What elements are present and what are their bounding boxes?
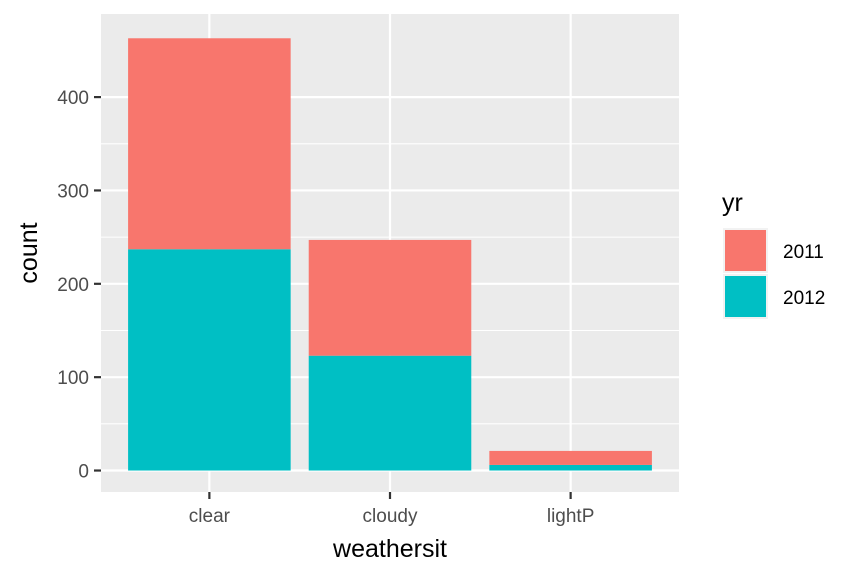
x-axis: clear cloudy lightP: [189, 492, 595, 527]
bar-lightP-2011: [489, 450, 652, 465]
legend-swatch-2011: [725, 230, 766, 271]
y-tick-label: 100: [57, 368, 89, 389]
bar-cloudy-2012: [308, 355, 472, 471]
x-tick-label: cloudy: [363, 506, 418, 527]
y-tick-label: 400: [57, 88, 89, 109]
y-tick-label: 300: [57, 181, 89, 202]
bars: [128, 38, 652, 471]
y-axis-title: count: [15, 222, 43, 283]
bar-clear-2012: [128, 249, 291, 471]
bar-cloudy-2011: [308, 239, 472, 356]
bar-clear-2011: [128, 38, 291, 250]
legend-title: yr: [722, 189, 743, 217]
x-tick-label: clear: [189, 506, 231, 527]
x-tick-label: lightP: [547, 506, 595, 527]
y-axis: 0 100 200 300 400: [57, 88, 101, 483]
y-tick-label: 0: [78, 462, 89, 483]
bar-lightP-2012: [489, 464, 652, 471]
y-tick-label: 200: [57, 275, 89, 296]
x-axis-title: weathersit: [332, 535, 447, 563]
legend-label-2012: 2012: [783, 288, 825, 309]
legend-label-2011: 2011: [783, 242, 824, 263]
legend-swatch-2012: [725, 276, 766, 317]
legend: yr 2011 2012: [722, 189, 825, 319]
